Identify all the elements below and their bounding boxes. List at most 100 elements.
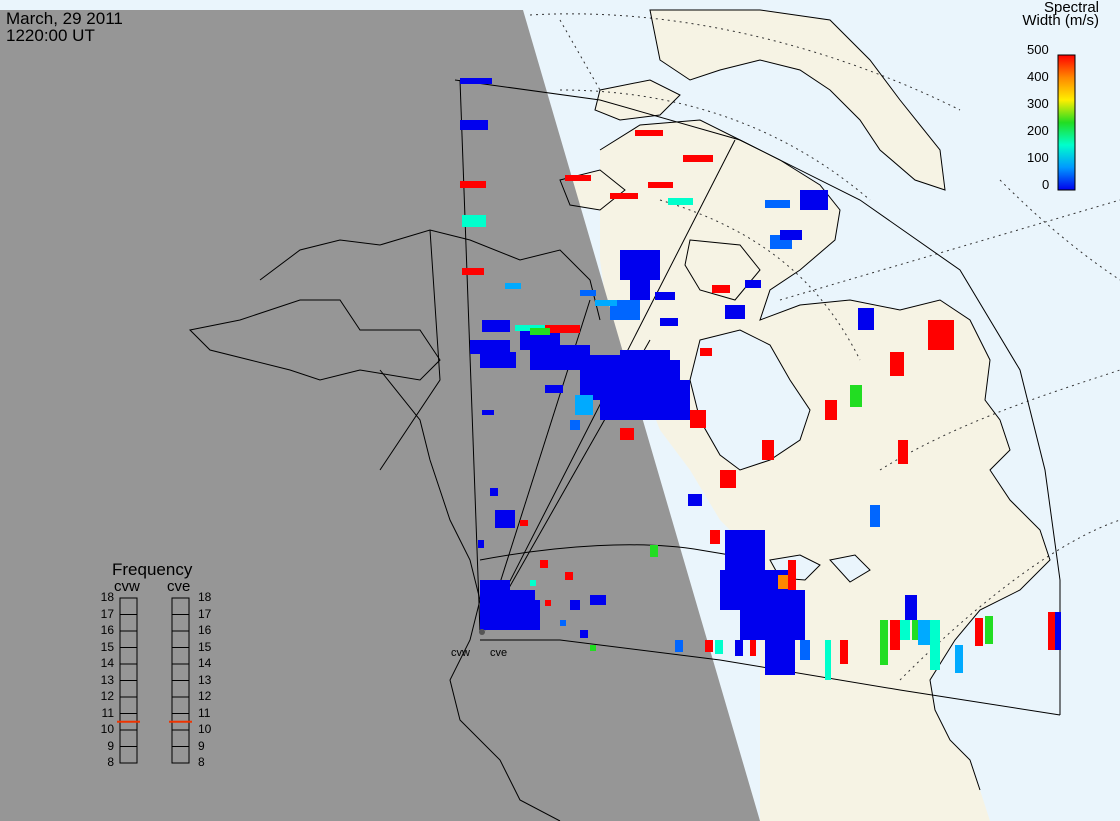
frequency-tick-right: 13: [198, 672, 212, 687]
echo-cell: [890, 620, 900, 650]
echo-cell: [705, 640, 713, 652]
echo-cell: [655, 292, 675, 300]
echo-cell: [630, 270, 650, 300]
echo-cell: [565, 572, 573, 580]
colorbar-tick: 200: [1027, 123, 1049, 138]
frequency-tick-right: 12: [198, 689, 212, 703]
colorbar-tick: 300: [1027, 96, 1049, 111]
echo-cell: [650, 380, 690, 420]
echo-cell: [495, 510, 515, 528]
echo-cell: [912, 620, 922, 640]
echo-cell: [700, 348, 712, 356]
frequency-tick-right: 10: [198, 722, 212, 736]
echo-cell: [1055, 612, 1061, 650]
colorbar-tick: 500: [1027, 42, 1049, 57]
echo-cell: [800, 190, 828, 210]
echo-cell: [462, 268, 484, 275]
echo-cell: [955, 645, 963, 673]
colorbar-tick: 0: [1042, 177, 1050, 192]
echo-cell: [460, 120, 488, 130]
echo-cell: [788, 560, 796, 590]
echo-cell: [660, 318, 678, 326]
greenland-landmass: [650, 10, 945, 190]
echo-cell: [712, 285, 730, 293]
echo-cell: [510, 600, 540, 630]
echo-cell: [545, 600, 551, 606]
frequency-tick-left: 16: [100, 623, 114, 637]
echo-cell: [675, 640, 683, 652]
echo-cell: [710, 530, 720, 544]
frequency-tick-left: 12: [100, 689, 114, 703]
echo-cell: [560, 620, 566, 626]
echo-cell: [720, 470, 736, 488]
frequency-tick-right: 9: [198, 738, 205, 753]
frequency-tick-right: 11: [198, 705, 211, 720]
echo-cell: [825, 400, 837, 420]
echo-cell: [750, 640, 756, 656]
frequency-indicators: [117, 597, 192, 764]
arctic-island-3: [685, 240, 760, 300]
echo-cell: [470, 340, 510, 354]
echo-cell: [930, 620, 940, 670]
echo-cell: [650, 545, 658, 557]
frequency-tick-left: 10: [100, 722, 114, 736]
frequency-tick-left: 14: [100, 656, 114, 670]
echo-cell: [975, 618, 983, 646]
date-label: March, 29 2011: [6, 9, 123, 28]
echo-cell: [478, 540, 484, 548]
echo-cell: [825, 640, 831, 680]
frequency-tick-right: 16: [198, 623, 212, 637]
echo-cell: [928, 320, 954, 350]
frequency-tick-left: 17: [100, 606, 114, 621]
echo-cell: [683, 155, 713, 162]
echo-cell: [858, 308, 874, 330]
echo-cell: [530, 328, 550, 335]
frequency-tick-left: 15: [100, 639, 114, 654]
echo-cell: [520, 520, 528, 526]
echo-cell: [985, 616, 993, 644]
colorbar-tick: 400: [1027, 69, 1049, 84]
echo-cell: [610, 300, 640, 320]
hudson-bay: [690, 330, 810, 470]
echo-cell: [482, 410, 494, 415]
colorbar-gradient: [1057, 54, 1076, 191]
night-terminator-shade: [0, 10, 760, 821]
echo-cell: [725, 305, 745, 319]
echo-cell: [800, 640, 810, 660]
frequency-title: Frequency: [112, 560, 193, 579]
echo-cell: [840, 640, 848, 664]
frequency-tick-left: 9: [107, 738, 114, 753]
frequency-tick-left: 11: [101, 705, 114, 720]
spectral-width-colorbar: [1057, 54, 1076, 191]
echo-cell: [745, 280, 761, 288]
echo-cell: [648, 182, 673, 188]
radar-label-cve: cve: [167, 578, 191, 595]
echo-cell: [715, 640, 723, 654]
echo-cell: [890, 352, 904, 376]
echo-cell: [540, 560, 548, 568]
radar-label-cvw: cvw: [114, 578, 140, 595]
echo-cell: [570, 600, 580, 610]
echo-cell: [580, 290, 596, 296]
echo-cell: [482, 320, 510, 332]
echo-cell: [1048, 612, 1056, 650]
colorbar-tick: 100: [1027, 150, 1049, 165]
echo-cell: [610, 193, 638, 199]
radar-echo-cells: [460, 78, 1061, 680]
echo-cell: [595, 300, 617, 306]
echo-cell: [620, 428, 634, 440]
echo-cell: [765, 640, 795, 675]
echo-cell: [460, 181, 486, 188]
echo-cell: [880, 620, 888, 665]
frequency-tick-right: 15: [198, 639, 212, 654]
echo-cell: [575, 395, 593, 415]
echo-cell: [530, 580, 536, 586]
echo-cell: [540, 325, 580, 333]
echo-cell: [898, 440, 908, 464]
echo-cell: [668, 198, 693, 205]
echo-cell: [918, 620, 930, 645]
echo-cell: [762, 440, 774, 460]
echo-cell: [460, 78, 492, 84]
echo-cell: [505, 283, 521, 289]
arctic-island-1: [595, 80, 680, 120]
